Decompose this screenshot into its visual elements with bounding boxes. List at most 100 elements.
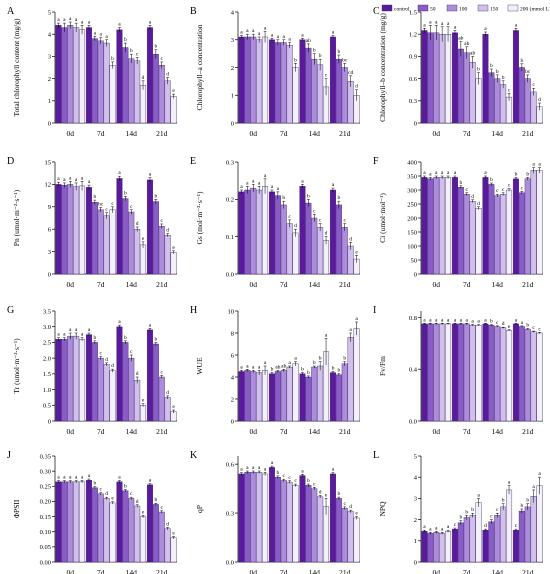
bar <box>335 498 342 563</box>
significance-letter: a <box>349 327 352 333</box>
bar <box>116 326 123 422</box>
legend-swatch <box>507 4 519 12</box>
significance-letter: b <box>465 509 468 515</box>
bar <box>67 335 74 422</box>
y-tick-label: 0.4 <box>409 367 418 374</box>
bar <box>469 200 476 275</box>
significance-letter: e <box>325 492 328 498</box>
bar <box>268 467 275 563</box>
bar <box>67 25 74 124</box>
significance-letter: a <box>81 175 84 181</box>
x-tick-label: 0d <box>67 129 75 138</box>
significance-letter: d <box>325 231 328 237</box>
bar <box>299 39 306 124</box>
significance-letter: a <box>69 16 72 22</box>
bar <box>488 521 495 563</box>
significance-letter: b <box>490 319 493 325</box>
bar <box>341 227 348 275</box>
significance-letter: c <box>136 52 139 58</box>
bar <box>439 533 446 563</box>
bar <box>55 184 62 275</box>
bar <box>512 530 519 563</box>
bar <box>134 505 141 563</box>
bar <box>451 32 458 124</box>
significance-letter: a <box>57 176 60 182</box>
bar <box>305 376 312 422</box>
bar <box>518 192 525 275</box>
significance-letter: b <box>276 470 279 476</box>
significance-letter: a <box>484 26 487 32</box>
bar <box>311 58 318 124</box>
bar <box>79 339 86 422</box>
significance-letter: a <box>100 32 103 38</box>
bar <box>475 502 482 563</box>
significance-letter: a <box>538 471 541 477</box>
significance-letter: c <box>521 185 524 191</box>
significance-letter: a <box>271 32 274 38</box>
significance-letter: b <box>319 356 322 362</box>
significance-letter: b <box>124 484 127 490</box>
bar <box>524 178 531 275</box>
significance-letter: ab <box>458 36 463 42</box>
significance-letter: a <box>149 478 152 484</box>
significance-letter: a <box>69 327 72 333</box>
significance-letter: c <box>288 214 291 220</box>
bar <box>451 528 458 563</box>
bar <box>79 29 86 124</box>
bar <box>347 337 354 422</box>
significance-letter: a <box>118 475 121 481</box>
y-axis-label: NPQ <box>378 501 387 517</box>
significance-letter: c <box>161 369 164 375</box>
bar <box>109 65 116 124</box>
significance-letter: a <box>423 317 426 323</box>
significance-letter: c <box>100 487 103 493</box>
significance-letter: a <box>441 317 444 323</box>
bar <box>536 170 543 275</box>
significance-letter: a <box>441 170 444 176</box>
bar <box>530 331 537 422</box>
y-tick-label: 1 <box>414 538 417 545</box>
significance-letter: b <box>337 491 340 497</box>
y-tick-label: 1 <box>231 93 234 100</box>
bar <box>463 517 470 563</box>
bar <box>329 372 336 422</box>
y-tick-label: 1.2 <box>409 32 417 39</box>
significance-letter: a <box>75 177 78 183</box>
significance-letter: b <box>130 48 133 54</box>
x-tick-label: 7d <box>463 280 471 289</box>
bar <box>445 531 452 563</box>
bar <box>67 184 74 275</box>
bar <box>524 78 531 124</box>
significance-letter: a <box>63 17 66 23</box>
bar <box>341 363 348 422</box>
bar <box>128 58 135 124</box>
significance-letter: a <box>538 162 541 168</box>
significance-letter: ab <box>281 363 286 369</box>
bar <box>292 232 299 275</box>
significance-letter: b <box>319 53 322 59</box>
significance-letter: b <box>337 195 340 201</box>
y-tick-label: 0 <box>231 120 234 127</box>
bar <box>79 185 86 275</box>
bar <box>323 506 330 563</box>
significance-letter: d <box>319 489 322 495</box>
bar <box>292 67 299 124</box>
bar <box>286 481 293 563</box>
bar <box>152 53 159 124</box>
bar <box>103 498 110 563</box>
bar <box>97 40 104 124</box>
bar <box>427 533 434 563</box>
x-tick-label: 0d <box>250 129 258 138</box>
bar <box>152 201 159 275</box>
x-tick-label: 21d <box>522 129 534 138</box>
significance-letter: a <box>454 170 457 176</box>
y-tick-label: 100 <box>407 243 417 250</box>
bar <box>530 170 537 275</box>
x-tick-label: 0d <box>67 568 75 574</box>
x-tick-label: 7d <box>280 129 288 138</box>
bar <box>506 189 513 275</box>
y-tick-label: 0.25 <box>40 484 51 491</box>
y-tick-label: 50 <box>411 257 418 264</box>
